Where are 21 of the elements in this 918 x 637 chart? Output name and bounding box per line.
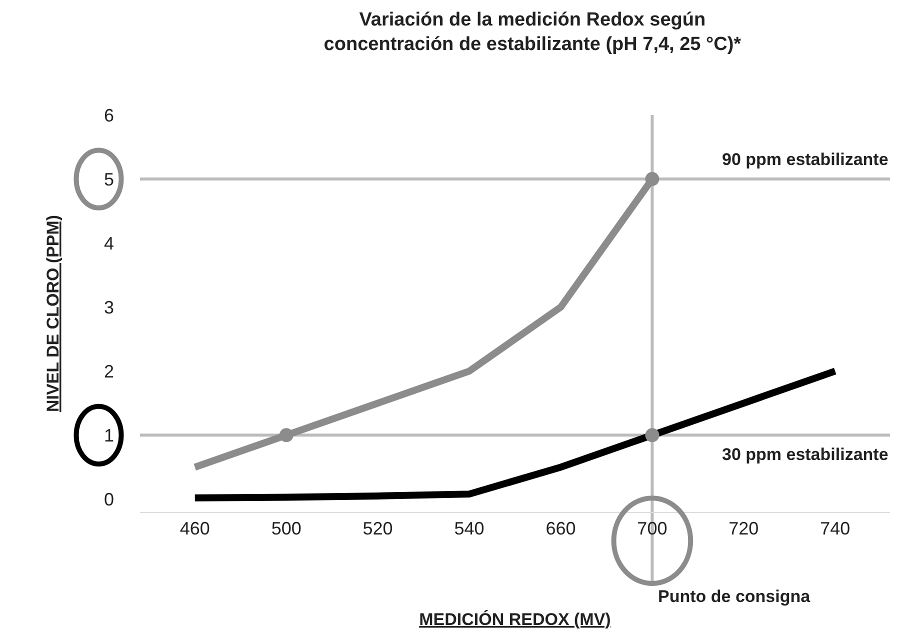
x-tick-label: 700: [637, 518, 668, 539]
x-tick-label: 500: [271, 518, 302, 539]
y-axis-title: NIVEL DE CLORO (PPM): [44, 214, 63, 412]
x-tick-label: 540: [454, 518, 484, 539]
ref-line-label: Punto de consigna: [658, 587, 811, 606]
x-tick-label: 460: [180, 518, 210, 539]
x-tick-label: 520: [362, 518, 393, 539]
x-tick-label: 720: [728, 518, 759, 539]
y-tick-label: 2: [104, 361, 114, 382]
y-tick-label: 3: [104, 297, 114, 318]
y-tick-label: 6: [104, 105, 114, 126]
x-tick-label: 660: [546, 518, 576, 539]
y-tick-label: 0: [104, 489, 114, 510]
x-tick-label: 740: [820, 518, 850, 539]
y-tick-label: 1: [104, 425, 114, 446]
y-tick-label: 5: [104, 169, 114, 190]
ref-line-label: 30 ppm estabilizante: [722, 445, 888, 464]
x-axis-title: MEDICIÓN REDOX (MV): [419, 609, 611, 629]
y-tick-label: 4: [104, 233, 114, 254]
chart-title: Variación de la medición Redox según concentración de estabilizante (pH 7,4, 25 °C)*: [324, 9, 742, 56]
ref-line-label: 90 ppm estabilizante: [722, 150, 888, 169]
